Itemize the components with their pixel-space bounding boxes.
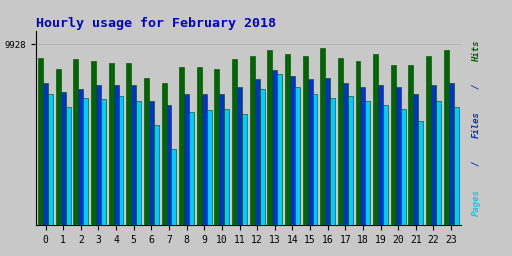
Bar: [338, 58, 343, 225]
Bar: [343, 83, 348, 225]
Bar: [119, 96, 123, 225]
Bar: [272, 70, 277, 225]
Bar: [312, 94, 317, 225]
Bar: [366, 101, 370, 225]
Bar: [260, 89, 265, 225]
Bar: [96, 85, 101, 225]
Bar: [166, 105, 172, 225]
Bar: [277, 74, 282, 225]
Bar: [207, 110, 211, 225]
Text: /: /: [472, 78, 481, 93]
Bar: [409, 65, 413, 225]
Bar: [220, 94, 224, 225]
Bar: [444, 50, 449, 225]
Bar: [189, 112, 194, 225]
Bar: [295, 87, 300, 225]
Bar: [418, 121, 423, 225]
Bar: [383, 105, 388, 225]
Bar: [48, 94, 53, 225]
Bar: [303, 56, 308, 225]
Bar: [285, 54, 290, 225]
Bar: [83, 98, 88, 225]
Bar: [114, 85, 119, 225]
Bar: [154, 125, 159, 225]
Text: /: /: [472, 155, 481, 171]
Bar: [172, 149, 176, 225]
Bar: [378, 85, 383, 225]
Text: Hourly usage for February 2018: Hourly usage for February 2018: [36, 17, 276, 29]
Bar: [224, 109, 229, 225]
Bar: [250, 56, 254, 225]
Bar: [215, 69, 220, 225]
Bar: [355, 61, 360, 225]
Bar: [413, 94, 418, 225]
Text: Files: Files: [472, 111, 481, 138]
Bar: [38, 58, 43, 225]
Bar: [56, 69, 61, 225]
Bar: [162, 83, 166, 225]
Bar: [242, 114, 247, 225]
Bar: [184, 94, 189, 225]
Text: Hits: Hits: [472, 41, 481, 62]
Bar: [396, 87, 401, 225]
Bar: [290, 76, 295, 225]
Bar: [436, 101, 441, 225]
Bar: [101, 100, 106, 225]
Bar: [348, 96, 353, 225]
Bar: [391, 65, 396, 225]
Bar: [61, 92, 66, 225]
Bar: [360, 87, 366, 225]
Bar: [131, 85, 136, 225]
Bar: [237, 87, 242, 225]
Bar: [149, 101, 154, 225]
Bar: [431, 85, 436, 225]
Bar: [43, 83, 48, 225]
Bar: [267, 50, 272, 225]
Bar: [330, 98, 335, 225]
Bar: [401, 109, 406, 225]
Bar: [109, 63, 114, 225]
Bar: [78, 89, 83, 225]
Bar: [66, 107, 71, 225]
Bar: [426, 56, 431, 225]
Bar: [197, 67, 202, 225]
Bar: [325, 78, 330, 225]
Bar: [232, 59, 237, 225]
Bar: [179, 67, 184, 225]
Bar: [454, 107, 459, 225]
Bar: [308, 79, 312, 225]
Bar: [202, 94, 207, 225]
Bar: [91, 61, 96, 225]
Bar: [254, 79, 260, 225]
Bar: [73, 59, 78, 225]
Bar: [144, 78, 149, 225]
Bar: [321, 48, 325, 225]
Bar: [449, 83, 454, 225]
Bar: [136, 101, 141, 225]
Bar: [126, 63, 131, 225]
Bar: [373, 54, 378, 225]
Text: Pages: Pages: [472, 189, 481, 216]
